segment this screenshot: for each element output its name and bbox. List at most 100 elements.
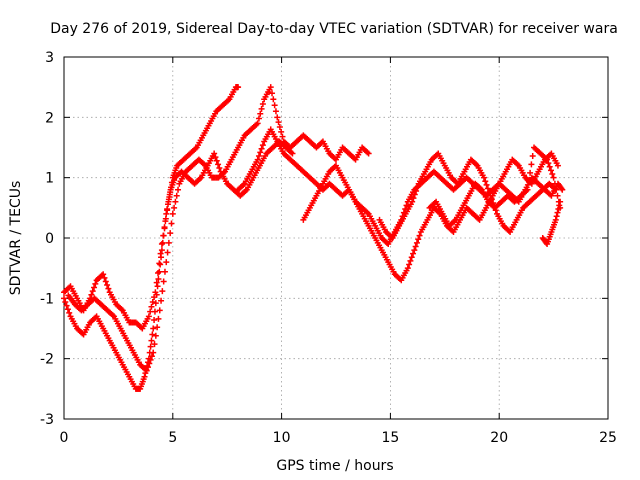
data-point [169, 210, 176, 217]
data-point [235, 84, 242, 91]
data-point [525, 178, 532, 185]
data-point [168, 220, 175, 227]
data-point [89, 288, 96, 295]
data-point [153, 291, 160, 298]
data-point [152, 332, 159, 339]
data-point [552, 216, 559, 223]
data-point [408, 254, 415, 261]
data-point [151, 308, 158, 315]
data-point [555, 206, 562, 213]
data-point [554, 209, 561, 216]
data-point [141, 373, 148, 380]
data-point [484, 185, 491, 192]
data-point [158, 254, 165, 261]
data-point [289, 150, 296, 157]
data-point [554, 162, 561, 169]
data-point [152, 300, 159, 307]
data-point [258, 145, 265, 152]
data-point [157, 261, 164, 268]
data-point [165, 239, 172, 246]
data-point [158, 247, 165, 254]
y-axis-label: SDTVAR / TECUs [8, 181, 24, 296]
data-point [164, 249, 171, 256]
data-point [270, 96, 277, 103]
data-point [158, 241, 165, 248]
series-track-a [61, 84, 242, 332]
data-point [528, 161, 535, 168]
data-point [269, 90, 276, 97]
data-point [173, 192, 180, 199]
x-tick-labels: 0 5 10 15 20 25 [60, 430, 617, 446]
data-point [483, 181, 490, 188]
data-point [167, 230, 174, 237]
data-point [143, 367, 150, 374]
data-point [544, 156, 551, 163]
data-point [160, 232, 167, 239]
data-point [154, 283, 161, 290]
data-point [62, 298, 69, 305]
data-point [211, 150, 218, 157]
data-point [524, 186, 531, 193]
data-point [254, 156, 261, 163]
series-track-g [426, 144, 564, 229]
data-point [413, 239, 420, 246]
x-tick-label: 25 [599, 430, 617, 446]
data-point [166, 191, 173, 198]
data-point [409, 198, 416, 205]
data-point [267, 84, 274, 91]
data-point [155, 315, 162, 322]
data-point [61, 295, 67, 302]
series-track-c [65, 84, 372, 374]
data-point [213, 157, 220, 164]
data-point [212, 154, 219, 161]
data-point [274, 114, 281, 121]
data-point [163, 210, 170, 217]
data-point [551, 180, 558, 187]
y-tick-label: -2 [40, 352, 54, 368]
data-point [105, 285, 112, 292]
data-point [416, 232, 423, 239]
data-point [279, 133, 286, 140]
series-track-b [61, 138, 296, 392]
data-point [171, 204, 178, 211]
data-point [411, 191, 418, 198]
data-point [102, 278, 109, 285]
data-point [156, 260, 163, 267]
data-point [161, 268, 168, 275]
data-point [480, 174, 487, 181]
data-point [163, 259, 170, 266]
data-point [164, 206, 171, 213]
grid-lines [64, 57, 608, 419]
data-point [175, 186, 182, 193]
data-point [150, 325, 157, 332]
data-point [486, 189, 493, 196]
data-point [158, 297, 165, 304]
series-track-h [539, 198, 564, 248]
data-point [149, 298, 156, 305]
data-point [159, 239, 166, 246]
data-point [487, 192, 494, 199]
data-point [257, 110, 264, 117]
data-point [272, 108, 279, 115]
data-point [257, 149, 264, 156]
data-point [407, 257, 414, 264]
data-point [553, 186, 560, 193]
axis-ticks [63, 56, 609, 420]
data-point [527, 169, 534, 176]
data-point [414, 184, 421, 191]
data-point [159, 288, 166, 295]
data-point [92, 280, 99, 287]
data-point [557, 198, 564, 205]
data-point [66, 309, 73, 316]
data-point [556, 202, 563, 209]
data-point [258, 105, 265, 112]
data-point [156, 268, 163, 275]
data-point [101, 274, 108, 281]
data-point [550, 174, 557, 181]
data-point [482, 178, 489, 185]
data-point [165, 201, 172, 208]
data-point [216, 165, 223, 172]
data-point [160, 278, 167, 285]
chart-title: Day 276 of 2019, Sidereal Day-to-day VTE… [50, 21, 618, 37]
data-point [271, 102, 278, 109]
